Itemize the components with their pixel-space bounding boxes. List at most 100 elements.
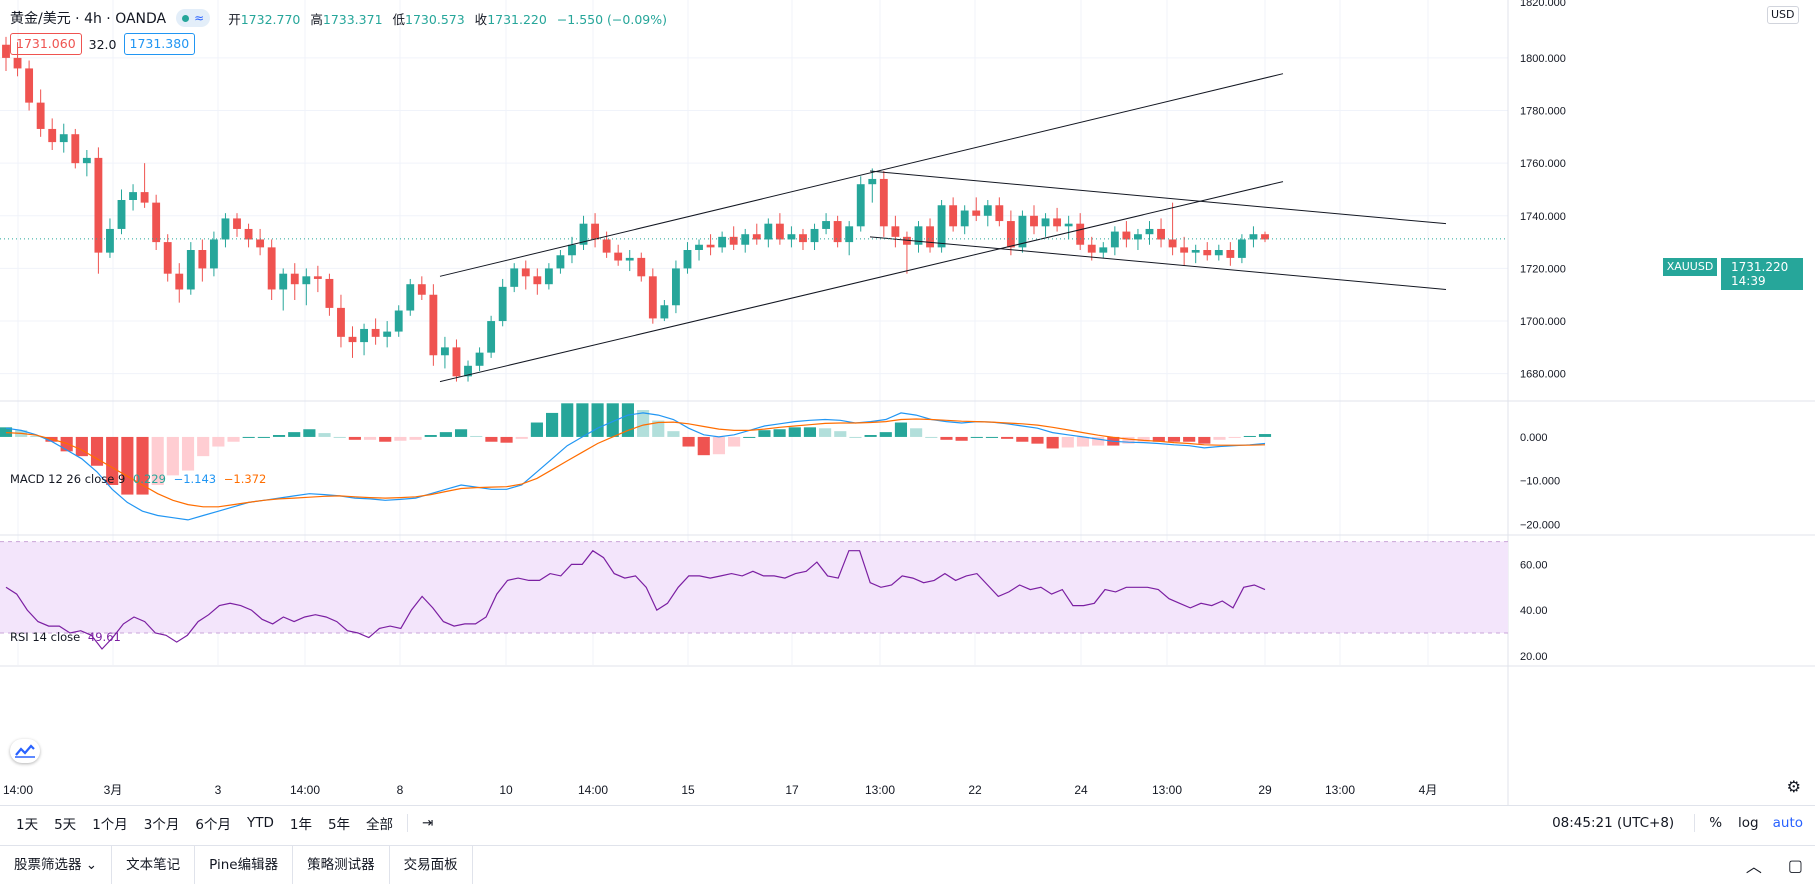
sell-price-button[interactable]: 1731.060 — [10, 33, 82, 55]
candle-body — [313, 276, 322, 279]
macd-histogram-bar — [1258, 434, 1272, 437]
price-tick-label: 1780.000 — [1520, 106, 1566, 118]
candle-body — [591, 223, 600, 240]
candle-body — [452, 347, 461, 377]
percent-toggle[interactable]: % — [1709, 814, 1723, 831]
candle-body — [579, 223, 588, 245]
macd-histogram-bar — [454, 429, 468, 437]
rsi-band — [0, 541, 1508, 633]
range-5d[interactable]: 5天 — [54, 816, 77, 833]
close-label: 收 — [474, 11, 488, 27]
candle-body — [729, 236, 738, 245]
market-status-pill[interactable]: ≈ — [176, 9, 211, 27]
clock-timezone[interactable]: 08:45:21 (UTC+8) — [1552, 814, 1675, 831]
candle-body — [1006, 221, 1015, 248]
macd-histogram-bar — [363, 436, 377, 440]
range-ytd[interactable]: YTD — [246, 814, 274, 831]
low-value: 1730.573 — [405, 11, 465, 27]
candle-body — [209, 239, 218, 269]
candle-body — [775, 223, 784, 240]
macd-histogram-bar — [515, 436, 528, 439]
panel-controls: ︿ ▢ — [1720, 846, 1803, 884]
candle-body — [94, 157, 103, 253]
macd-histogram-bar — [1198, 436, 1211, 444]
goto-date-icon[interactable]: ⇥ — [422, 814, 434, 831]
macd-histogram-bar — [758, 430, 771, 437]
currency-badge[interactable]: USD — [1767, 6, 1799, 24]
candle-body — [464, 365, 472, 377]
time-axis-label: 8 — [397, 783, 404, 797]
macd-legend[interactable]: MACD 12 26 close 9 0.229 −1.143 −1.372 — [10, 472, 266, 486]
range-1d[interactable]: 1天 — [16, 816, 39, 833]
candle-body — [152, 202, 161, 243]
trendline — [439, 73, 1284, 277]
candle-body — [741, 234, 750, 245]
candle-body — [1226, 250, 1235, 258]
candle-body — [59, 134, 68, 143]
range-6m[interactable]: 6个月 — [195, 816, 231, 833]
macd-histogram-bar — [318, 433, 331, 437]
macd-histogram-bar — [985, 436, 999, 438]
open-label: 开 — [228, 11, 241, 27]
tab-text-notes[interactable]: 文本笔记 — [112, 846, 196, 884]
macd-histogram-bar — [227, 436, 240, 442]
candle-body — [1261, 234, 1269, 240]
candle-body — [186, 250, 195, 290]
market-open-dot — [182, 15, 190, 22]
macd-histogram-bar — [212, 436, 225, 447]
price-tick-label: 1680.000 — [1520, 369, 1566, 381]
chart-settings-gear-icon[interactable]: ⚙ — [1786, 777, 1801, 796]
candle-body — [360, 328, 368, 343]
candle-body — [972, 210, 981, 216]
maximize-panel-icon[interactable]: ▢ — [1787, 855, 1803, 875]
price-tick-label: 1760.000 — [1520, 158, 1566, 170]
candle-body — [1041, 218, 1050, 227]
tab-strategy-tester[interactable]: 策略测试器 — [293, 846, 390, 884]
macd-histogram-bar — [197, 436, 210, 457]
buy-price-button[interactable]: 1731.380 — [123, 33, 196, 55]
tab-pine-editor[interactable]: Pine编辑器 — [195, 846, 294, 884]
range-1m[interactable]: 1个月 — [92, 816, 128, 833]
candle-body — [82, 157, 91, 164]
rsi-legend[interactable]: RSI 14 close 49.61 — [10, 630, 121, 644]
candle-body — [256, 239, 265, 248]
candle-body — [706, 244, 715, 248]
tab-stock-screener[interactable]: 股票筛选器 ⌄ — [0, 846, 113, 884]
chart-header: 黄金/美元 · 4h · OANDA ≈ 开1732.770 高1733.371… — [10, 8, 667, 28]
tradingview-logo[interactable] — [10, 739, 40, 763]
range-all[interactable]: 全部 — [366, 816, 394, 833]
chart-canvas[interactable]: 1800.0001780.0001760.0001740.0001720.000… — [0, 0, 1815, 805]
symbol-title[interactable]: 黄金/美元 · 4h · OANDA — [10, 11, 167, 27]
rsi-line — [5, 549, 1266, 650]
macd-histogram-bar — [1213, 436, 1226, 440]
macd-histogram-bar — [697, 436, 710, 456]
candle-body — [406, 284, 415, 311]
macd-histogram-bar — [728, 436, 741, 447]
range-1y[interactable]: 1年 — [289, 816, 312, 833]
range-5y[interactable]: 5年 — [327, 816, 351, 833]
time-axis-label: 13:00 — [865, 783, 895, 797]
macd-histogram-bar — [925, 436, 938, 438]
bar-countdown: 14:39 — [1731, 274, 1766, 288]
candle-body — [960, 210, 969, 227]
wave-icon: ≈ — [194, 11, 205, 25]
macd-histogram-bar — [409, 436, 422, 440]
candle-body — [1030, 215, 1038, 227]
macd-histogram-bar — [1137, 436, 1150, 442]
candle-body — [1214, 250, 1223, 256]
candle-body — [926, 226, 934, 248]
collapse-panel-icon[interactable]: ︿ — [1745, 857, 1762, 876]
candle-body — [1099, 247, 1108, 253]
macd-histogram-bar — [379, 436, 392, 442]
divider — [407, 813, 409, 832]
candle-body — [683, 250, 692, 269]
candle-body — [1180, 247, 1189, 253]
macd-histogram-bar — [1152, 436, 1165, 442]
range-3m[interactable]: 3个月 — [143, 816, 180, 833]
auto-scale-toggle[interactable]: auto — [1772, 814, 1803, 831]
candle-body — [129, 192, 137, 200]
candle-body — [1064, 223, 1073, 227]
log-toggle[interactable]: log — [1738, 814, 1759, 831]
tab-trading-panel[interactable]: 交易面板 — [390, 846, 473, 884]
macd-histogram-bar — [637, 410, 650, 437]
